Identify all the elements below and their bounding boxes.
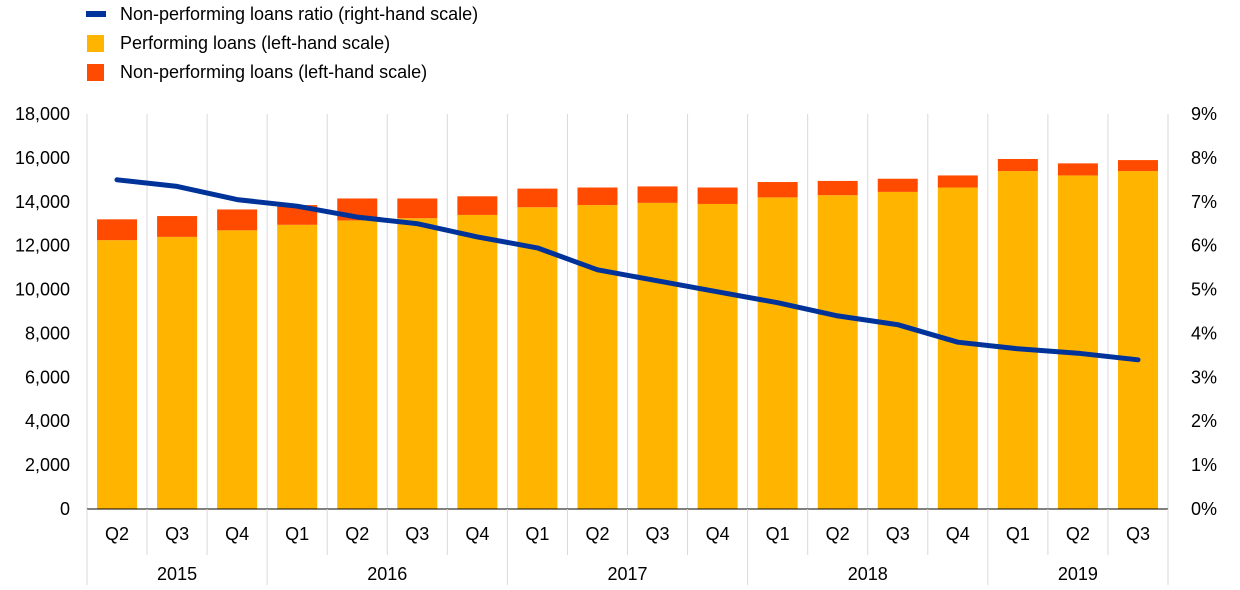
x-tick-label-quarter: Q1 xyxy=(285,524,309,544)
bar-non-performing-loans xyxy=(97,219,138,241)
x-tick-label-quarter: Q3 xyxy=(1126,524,1150,544)
x-tick-label-year: 2019 xyxy=(1058,564,1098,584)
bar-non-performing-loans xyxy=(397,198,438,219)
bar-performing-loans xyxy=(697,203,738,509)
x-tick-label-quarter: Q2 xyxy=(1066,524,1090,544)
legend-label: Performing loans (left-hand scale) xyxy=(120,33,390,53)
bar-performing-loans xyxy=(217,230,258,510)
bar-performing-loans xyxy=(517,207,558,509)
bar-performing-loans xyxy=(1057,175,1098,509)
bar-performing-loans xyxy=(97,240,138,510)
legend-swatch-square xyxy=(87,35,104,52)
axes: Q2 Q3 Q4 Q1 Q2 Q3 Q4 Q1 Q2 Q3 Q4 Q1 Q2 Q3 Q4 Q1 Q2 Q3 2015… xyxy=(15,104,1217,585)
x-tick-label-quarter: Q2 xyxy=(345,524,369,544)
x-tick-label-quarter: Q4 xyxy=(465,524,489,544)
bar-non-performing-loans xyxy=(877,178,918,192)
y-left-tick-label: 8,000 xyxy=(25,323,70,343)
x-tick-label-year: 2017 xyxy=(607,564,647,584)
ratio-line-layer xyxy=(114,177,1141,363)
bar-non-performing-loans xyxy=(637,186,678,203)
bar-non-performing-loans xyxy=(997,158,1038,172)
bar-non-performing-loans xyxy=(937,175,978,188)
x-tick-label-quarter: Q1 xyxy=(1006,524,1030,544)
legend: Non-performing loans ratio (right-hand s… xyxy=(86,4,478,82)
x-tick-label-quarter: Q3 xyxy=(405,524,429,544)
x-tick-label-year: 2016 xyxy=(367,564,407,584)
bar-performing-loans xyxy=(397,218,438,509)
bar-non-performing-loans xyxy=(457,196,498,215)
npl-ratio-line xyxy=(114,177,1141,363)
x-tick-label-quarter: Q4 xyxy=(225,524,249,544)
bar-performing-loans xyxy=(817,195,858,509)
y-right-tick-label: 9% xyxy=(1191,104,1217,124)
legend-label: Non-performing loans (left-hand scale) xyxy=(120,62,427,82)
y-left-tick-label: 10,000 xyxy=(15,280,70,300)
bars xyxy=(97,158,1158,510)
x-tick-label-year: 2018 xyxy=(848,564,888,584)
y-right-tick-label: 4% xyxy=(1191,323,1217,343)
legend-label: Non-performing loans ratio (right-hand s… xyxy=(120,4,478,24)
x-tick-label-year: 2015 xyxy=(157,564,197,584)
y-left-tick-label: 4,000 xyxy=(25,411,70,431)
bar-performing-loans xyxy=(277,224,318,509)
y-right-tick-label: 8% xyxy=(1191,148,1217,168)
legend-item: Non-performing loans ratio (right-hand s… xyxy=(86,4,478,24)
x-tick-label-quarter: Q3 xyxy=(886,524,910,544)
y-left-tick-label: 0 xyxy=(60,499,70,519)
y-right-tick-label: 1% xyxy=(1191,455,1217,475)
legend-item: Performing loans (left-hand scale) xyxy=(87,33,390,53)
y-left-tick-label: 18,000 xyxy=(15,104,70,124)
x-tick-label-quarter: Q1 xyxy=(766,524,790,544)
bar-performing-loans xyxy=(757,197,798,509)
bar-performing-loans xyxy=(457,214,498,509)
x-tick-label-quarter: Q4 xyxy=(946,524,970,544)
bar-performing-loans xyxy=(157,236,198,509)
bar-performing-loans xyxy=(997,171,1038,510)
bar-non-performing-loans xyxy=(817,180,858,196)
y-left-tick-label: 16,000 xyxy=(15,148,70,168)
x-tick-label-quarter: Q2 xyxy=(826,524,850,544)
bar-performing-loans xyxy=(577,205,618,509)
y-right-tick-label: 0% xyxy=(1191,499,1217,519)
bar-performing-loans xyxy=(1117,171,1158,510)
y-left-tick-label: 2,000 xyxy=(25,455,70,475)
y-left-tick-label: 6,000 xyxy=(25,367,70,387)
x-tick-label-quarter: Q3 xyxy=(646,524,670,544)
y-right-tick-label: 2% xyxy=(1191,411,1217,431)
bar-performing-loans xyxy=(637,202,678,509)
x-tick-label-quarter: Q2 xyxy=(105,524,129,544)
bar-performing-loans xyxy=(877,191,918,509)
bar-non-performing-loans xyxy=(697,187,738,204)
y-right-tick-label: 3% xyxy=(1191,367,1217,387)
bar-non-performing-loans xyxy=(757,182,798,198)
x-tick-label-quarter: Q3 xyxy=(165,524,189,544)
y-left-tick-label: 14,000 xyxy=(15,192,70,212)
bar-non-performing-loans xyxy=(577,187,618,206)
y-right-tick-label: 7% xyxy=(1191,192,1217,212)
legend-swatch-square xyxy=(87,64,104,81)
y-right-tick-label: 5% xyxy=(1191,280,1217,300)
bar-performing-loans xyxy=(937,187,978,509)
bar-non-performing-loans xyxy=(217,209,258,231)
legend-swatch-line xyxy=(86,11,106,17)
bar-non-performing-loans xyxy=(517,188,558,208)
bar-non-performing-loans xyxy=(1117,160,1158,172)
bar-performing-loans xyxy=(337,220,378,510)
x-tick-label-quarter: Q4 xyxy=(706,524,730,544)
y-left-tick-label: 12,000 xyxy=(15,236,70,256)
bar-non-performing-loans xyxy=(1057,163,1098,176)
y-right-tick-label: 6% xyxy=(1191,236,1217,256)
x-tick-label-quarter: Q2 xyxy=(585,524,609,544)
bar-non-performing-loans xyxy=(157,216,198,237)
legend-item: Non-performing loans (left-hand scale) xyxy=(87,62,427,82)
x-tick-label-quarter: Q1 xyxy=(525,524,549,544)
